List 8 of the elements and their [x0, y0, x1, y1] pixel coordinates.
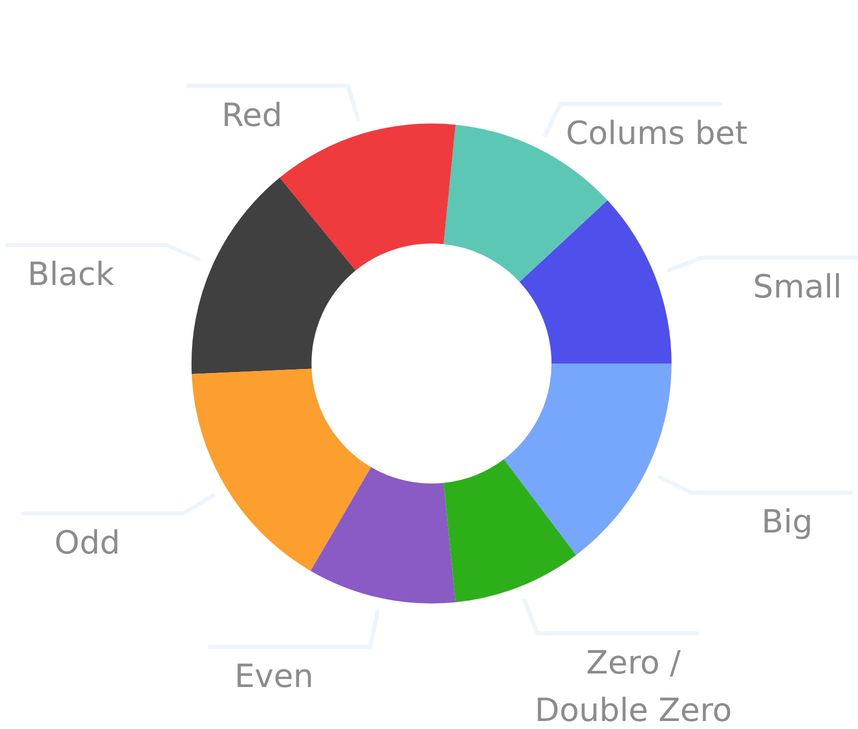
slice-label: Red	[222, 96, 282, 134]
slice-label: Zero / Double Zero	[534, 643, 732, 729]
slice-label: Colums bet	[566, 114, 748, 152]
slice-label: Small	[753, 268, 842, 306]
slice-label: Big	[762, 502, 813, 541]
slice-label: Even	[234, 656, 314, 695]
slice-label: Black	[28, 254, 115, 293]
slice-label: Odd	[54, 523, 120, 562]
